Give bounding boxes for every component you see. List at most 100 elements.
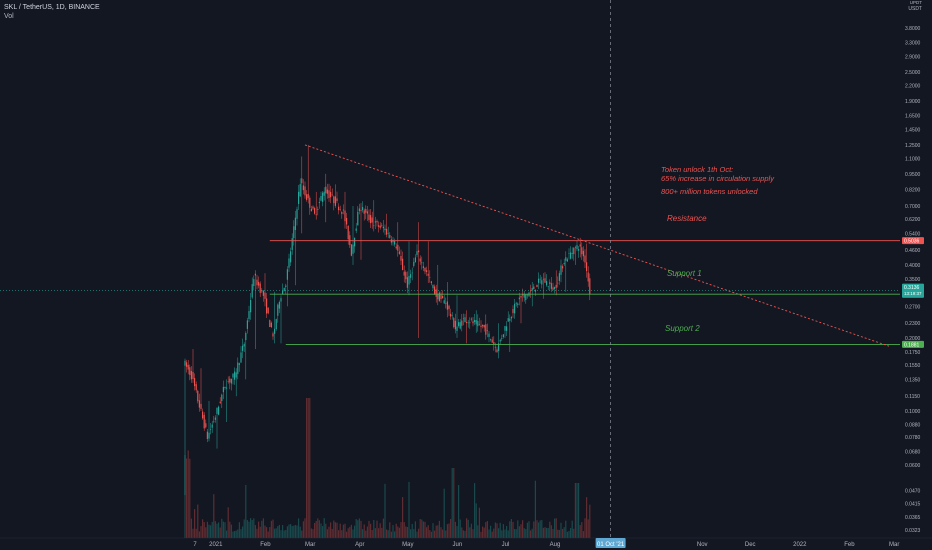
candle-body: [326, 189, 328, 194]
candle-body: [206, 431, 208, 439]
candle-body: [464, 317, 466, 323]
price-tick-label: 0.5400: [905, 231, 921, 237]
volume-bar: [466, 518, 468, 538]
volume-bar: [230, 524, 232, 538]
candle-body: [338, 206, 340, 211]
candle-body: [531, 287, 533, 291]
candle-body: [450, 313, 452, 317]
volume-bar: [256, 528, 258, 538]
volume-bar: [534, 480, 536, 538]
candle-body: [270, 322, 272, 328]
volume-bar: [226, 530, 228, 538]
candle-body: [275, 319, 277, 330]
volume-bar: [504, 529, 506, 538]
candle-body: [574, 247, 576, 248]
candle-body: [357, 211, 359, 226]
candle-body: [317, 208, 319, 210]
candle-body: [429, 277, 431, 278]
volume-bar: [382, 518, 384, 538]
volume-bar: [282, 525, 284, 538]
volume-bar: [454, 521, 456, 538]
volume-bar: [427, 525, 429, 538]
candle-body: [398, 251, 400, 254]
candle-body: [286, 269, 288, 280]
candle-body: [363, 210, 365, 214]
candle-body: [558, 273, 560, 281]
volume-bar: [331, 528, 333, 538]
candle-body: [358, 208, 360, 212]
price-tick-label: 1.4500: [905, 127, 921, 133]
candle-body: [445, 303, 447, 304]
volume-bar: [347, 528, 349, 538]
volume-bar: [536, 520, 538, 538]
candle-body: [243, 344, 245, 347]
candle-body: [421, 262, 423, 264]
candle-body: [434, 286, 436, 294]
price-tick-label: 0.4000: [905, 263, 921, 269]
volume-bar: [290, 524, 292, 538]
volume-bar: [538, 522, 540, 538]
candle-body: [478, 324, 480, 325]
volume-bar: [533, 521, 535, 538]
candle-body: [211, 424, 213, 428]
volume-bar: [338, 530, 340, 538]
volume-bar: [325, 523, 327, 538]
price-tick-label: 0.1350: [905, 377, 921, 383]
descending-trendline[interactable]: [304, 144, 890, 347]
candle-body: [373, 225, 375, 227]
candle-body: [195, 384, 197, 391]
candle-body: [582, 250, 584, 257]
volume-bar: [403, 522, 405, 538]
volume-bar: [197, 504, 199, 538]
candle-body: [323, 191, 325, 196]
volume-bar: [227, 507, 229, 538]
volume-bar: [294, 525, 296, 538]
volume-bar: [371, 530, 373, 538]
volume-bar: [365, 530, 367, 538]
volume-bar: [186, 458, 188, 538]
candle-body: [440, 293, 442, 300]
volume-bar: [326, 529, 328, 538]
price-axis[interactable]: UPDT USDT 3.8000 3.3000 2.9000 2.5000 2.2000…: [905, 0, 922, 534]
volume-bar: [438, 520, 440, 538]
candle-body: [304, 186, 306, 196]
candle-body: [197, 390, 199, 402]
volume-bar: [531, 528, 533, 538]
volume-bar: [410, 529, 412, 538]
time-tick-label: Aug: [550, 542, 561, 548]
bar-countdown-label: 13:19:37: [904, 291, 922, 296]
volume-bar: [397, 526, 399, 538]
candle-body: [307, 193, 309, 199]
candle-body: [491, 339, 493, 343]
candle-body: [424, 267, 426, 272]
time-tick-label: 7: [193, 542, 197, 548]
candle-body: [378, 225, 380, 227]
price-tick-label: 2.9000: [905, 54, 921, 60]
volume-bar: [238, 522, 240, 538]
candle-body: [198, 400, 200, 408]
volume-bar: [240, 529, 242, 538]
volume-bar: [434, 530, 436, 538]
price-tick-label: 1.9000: [905, 99, 921, 105]
candle-body: [579, 244, 581, 247]
volume-indicator-label[interactable]: Vol: [4, 13, 14, 20]
price-tick-label: 0.1550: [905, 363, 921, 369]
volume-bar: [437, 525, 439, 538]
volume-bar: [258, 521, 260, 538]
volume-bar: [246, 520, 248, 538]
candle-body: [427, 273, 429, 276]
candle-body: [302, 185, 304, 191]
time-tick-label: Dec: [745, 542, 756, 548]
volume-bar: [502, 524, 504, 538]
volume-bar: [579, 525, 581, 538]
volume-bar: [518, 526, 520, 538]
candle-body: [221, 394, 223, 402]
time-tick-label: Feb: [260, 542, 271, 548]
candle-body: [485, 324, 487, 335]
candle-body: [301, 178, 303, 184]
volume-bar: [394, 531, 396, 538]
candle-body: [406, 277, 408, 288]
candle-body: [498, 343, 500, 351]
candle-body: [562, 266, 564, 269]
